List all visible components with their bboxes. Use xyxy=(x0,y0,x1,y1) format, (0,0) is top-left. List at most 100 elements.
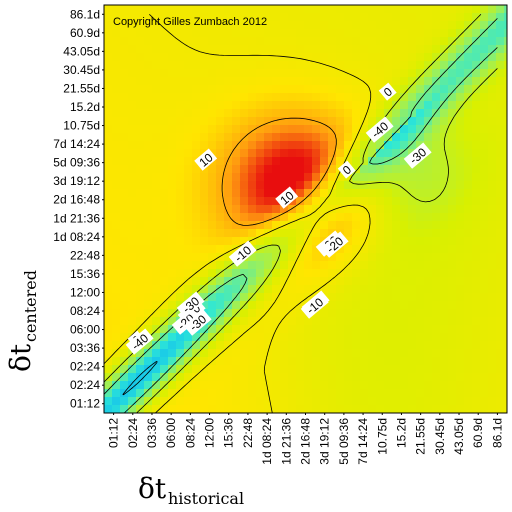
heat-cell xyxy=(456,397,465,406)
heat-cell xyxy=(200,53,209,62)
heat-cell xyxy=(464,349,473,358)
heat-cell xyxy=(144,181,153,190)
heat-cell xyxy=(320,165,329,174)
heat-cell xyxy=(280,245,289,254)
heat-cell xyxy=(104,237,113,246)
heat-cell xyxy=(352,285,361,294)
heat-cell xyxy=(432,405,441,414)
heat-cell xyxy=(280,13,289,22)
heat-cell xyxy=(144,5,153,14)
heat-cell xyxy=(208,341,217,350)
heat-cell xyxy=(360,293,369,302)
heat-cell xyxy=(328,373,337,382)
heat-cell xyxy=(280,53,289,62)
heat-cell xyxy=(120,381,129,390)
heat-cell xyxy=(208,109,217,118)
heat-cell xyxy=(128,309,137,318)
heat-cell xyxy=(344,5,353,14)
heat-cell xyxy=(456,149,465,158)
heat-cell xyxy=(464,197,473,206)
heat-cell xyxy=(264,221,273,230)
heat-cell xyxy=(496,301,505,310)
heat-cell xyxy=(152,149,161,158)
heat-cell xyxy=(240,53,249,62)
heat-cell xyxy=(352,333,361,342)
heat-cell xyxy=(216,85,225,94)
heat-cell xyxy=(176,189,185,198)
heat-cell xyxy=(296,285,305,294)
heat-cell xyxy=(304,117,313,126)
heat-cell xyxy=(152,173,161,182)
heat-cell xyxy=(232,77,241,86)
heat-cell xyxy=(152,293,161,302)
heat-cell xyxy=(168,405,177,414)
heat-cell xyxy=(448,141,457,150)
heat-cell xyxy=(280,325,289,334)
heat-cell xyxy=(256,341,265,350)
heat-cell xyxy=(136,373,145,382)
heat-cell xyxy=(128,101,137,110)
heat-cell xyxy=(416,237,425,246)
heat-cell xyxy=(192,285,201,294)
heat-cell xyxy=(120,5,129,14)
heat-cell xyxy=(376,341,385,350)
heat-cell xyxy=(376,285,385,294)
heat-cell xyxy=(160,285,169,294)
heat-cell xyxy=(272,13,281,22)
heat-cell xyxy=(504,149,508,158)
heat-cell xyxy=(360,237,369,246)
heat-cell xyxy=(144,341,153,350)
heat-cell xyxy=(472,277,481,286)
heat-cell xyxy=(272,381,281,390)
heat-cell xyxy=(352,349,361,358)
heat-cell xyxy=(216,309,225,318)
heat-cell xyxy=(480,389,489,398)
heat-cell xyxy=(104,117,113,126)
heat-cell xyxy=(160,405,169,414)
heat-cell xyxy=(440,245,449,254)
heat-cell xyxy=(248,133,257,142)
heat-cell xyxy=(176,229,185,238)
heat-cell xyxy=(392,125,401,134)
heat-cell xyxy=(120,245,129,254)
heat-cell xyxy=(200,181,209,190)
heat-cell xyxy=(304,261,313,270)
heat-cell xyxy=(376,109,385,118)
heat-cell xyxy=(384,45,393,54)
heat-cell xyxy=(400,381,409,390)
heat-cell xyxy=(168,77,177,86)
heat-cell xyxy=(424,349,433,358)
heat-cell xyxy=(360,317,369,326)
heat-cell xyxy=(312,333,321,342)
heat-cell xyxy=(504,277,508,286)
heat-cell xyxy=(336,357,345,366)
heat-cell xyxy=(136,357,145,366)
heat-cell xyxy=(208,93,217,102)
heat-cell xyxy=(200,253,209,262)
heat-cell xyxy=(272,165,281,174)
heat-cell xyxy=(504,157,508,166)
heat-cell xyxy=(224,381,233,390)
heat-cell xyxy=(288,77,297,86)
heat-cell xyxy=(264,277,273,286)
heat-cell xyxy=(456,261,465,270)
heat-cell xyxy=(464,389,473,398)
heat-cell xyxy=(400,253,409,262)
heat-cell xyxy=(424,357,433,366)
heat-cell xyxy=(240,261,249,270)
heat-cell xyxy=(344,37,353,46)
heat-cell xyxy=(200,397,209,406)
heat-cell xyxy=(424,397,433,406)
heat-cell xyxy=(192,253,201,262)
heat-cell xyxy=(136,85,145,94)
heat-cell xyxy=(160,13,169,22)
heat-cell xyxy=(232,133,241,142)
heat-cell xyxy=(144,117,153,126)
heat-cell xyxy=(208,285,217,294)
heat-cell xyxy=(360,77,369,86)
heat-cell xyxy=(160,341,169,350)
heat-cell xyxy=(448,253,457,262)
heat-cell xyxy=(336,261,345,270)
heat-cell xyxy=(480,141,489,150)
heat-cell xyxy=(208,213,217,222)
